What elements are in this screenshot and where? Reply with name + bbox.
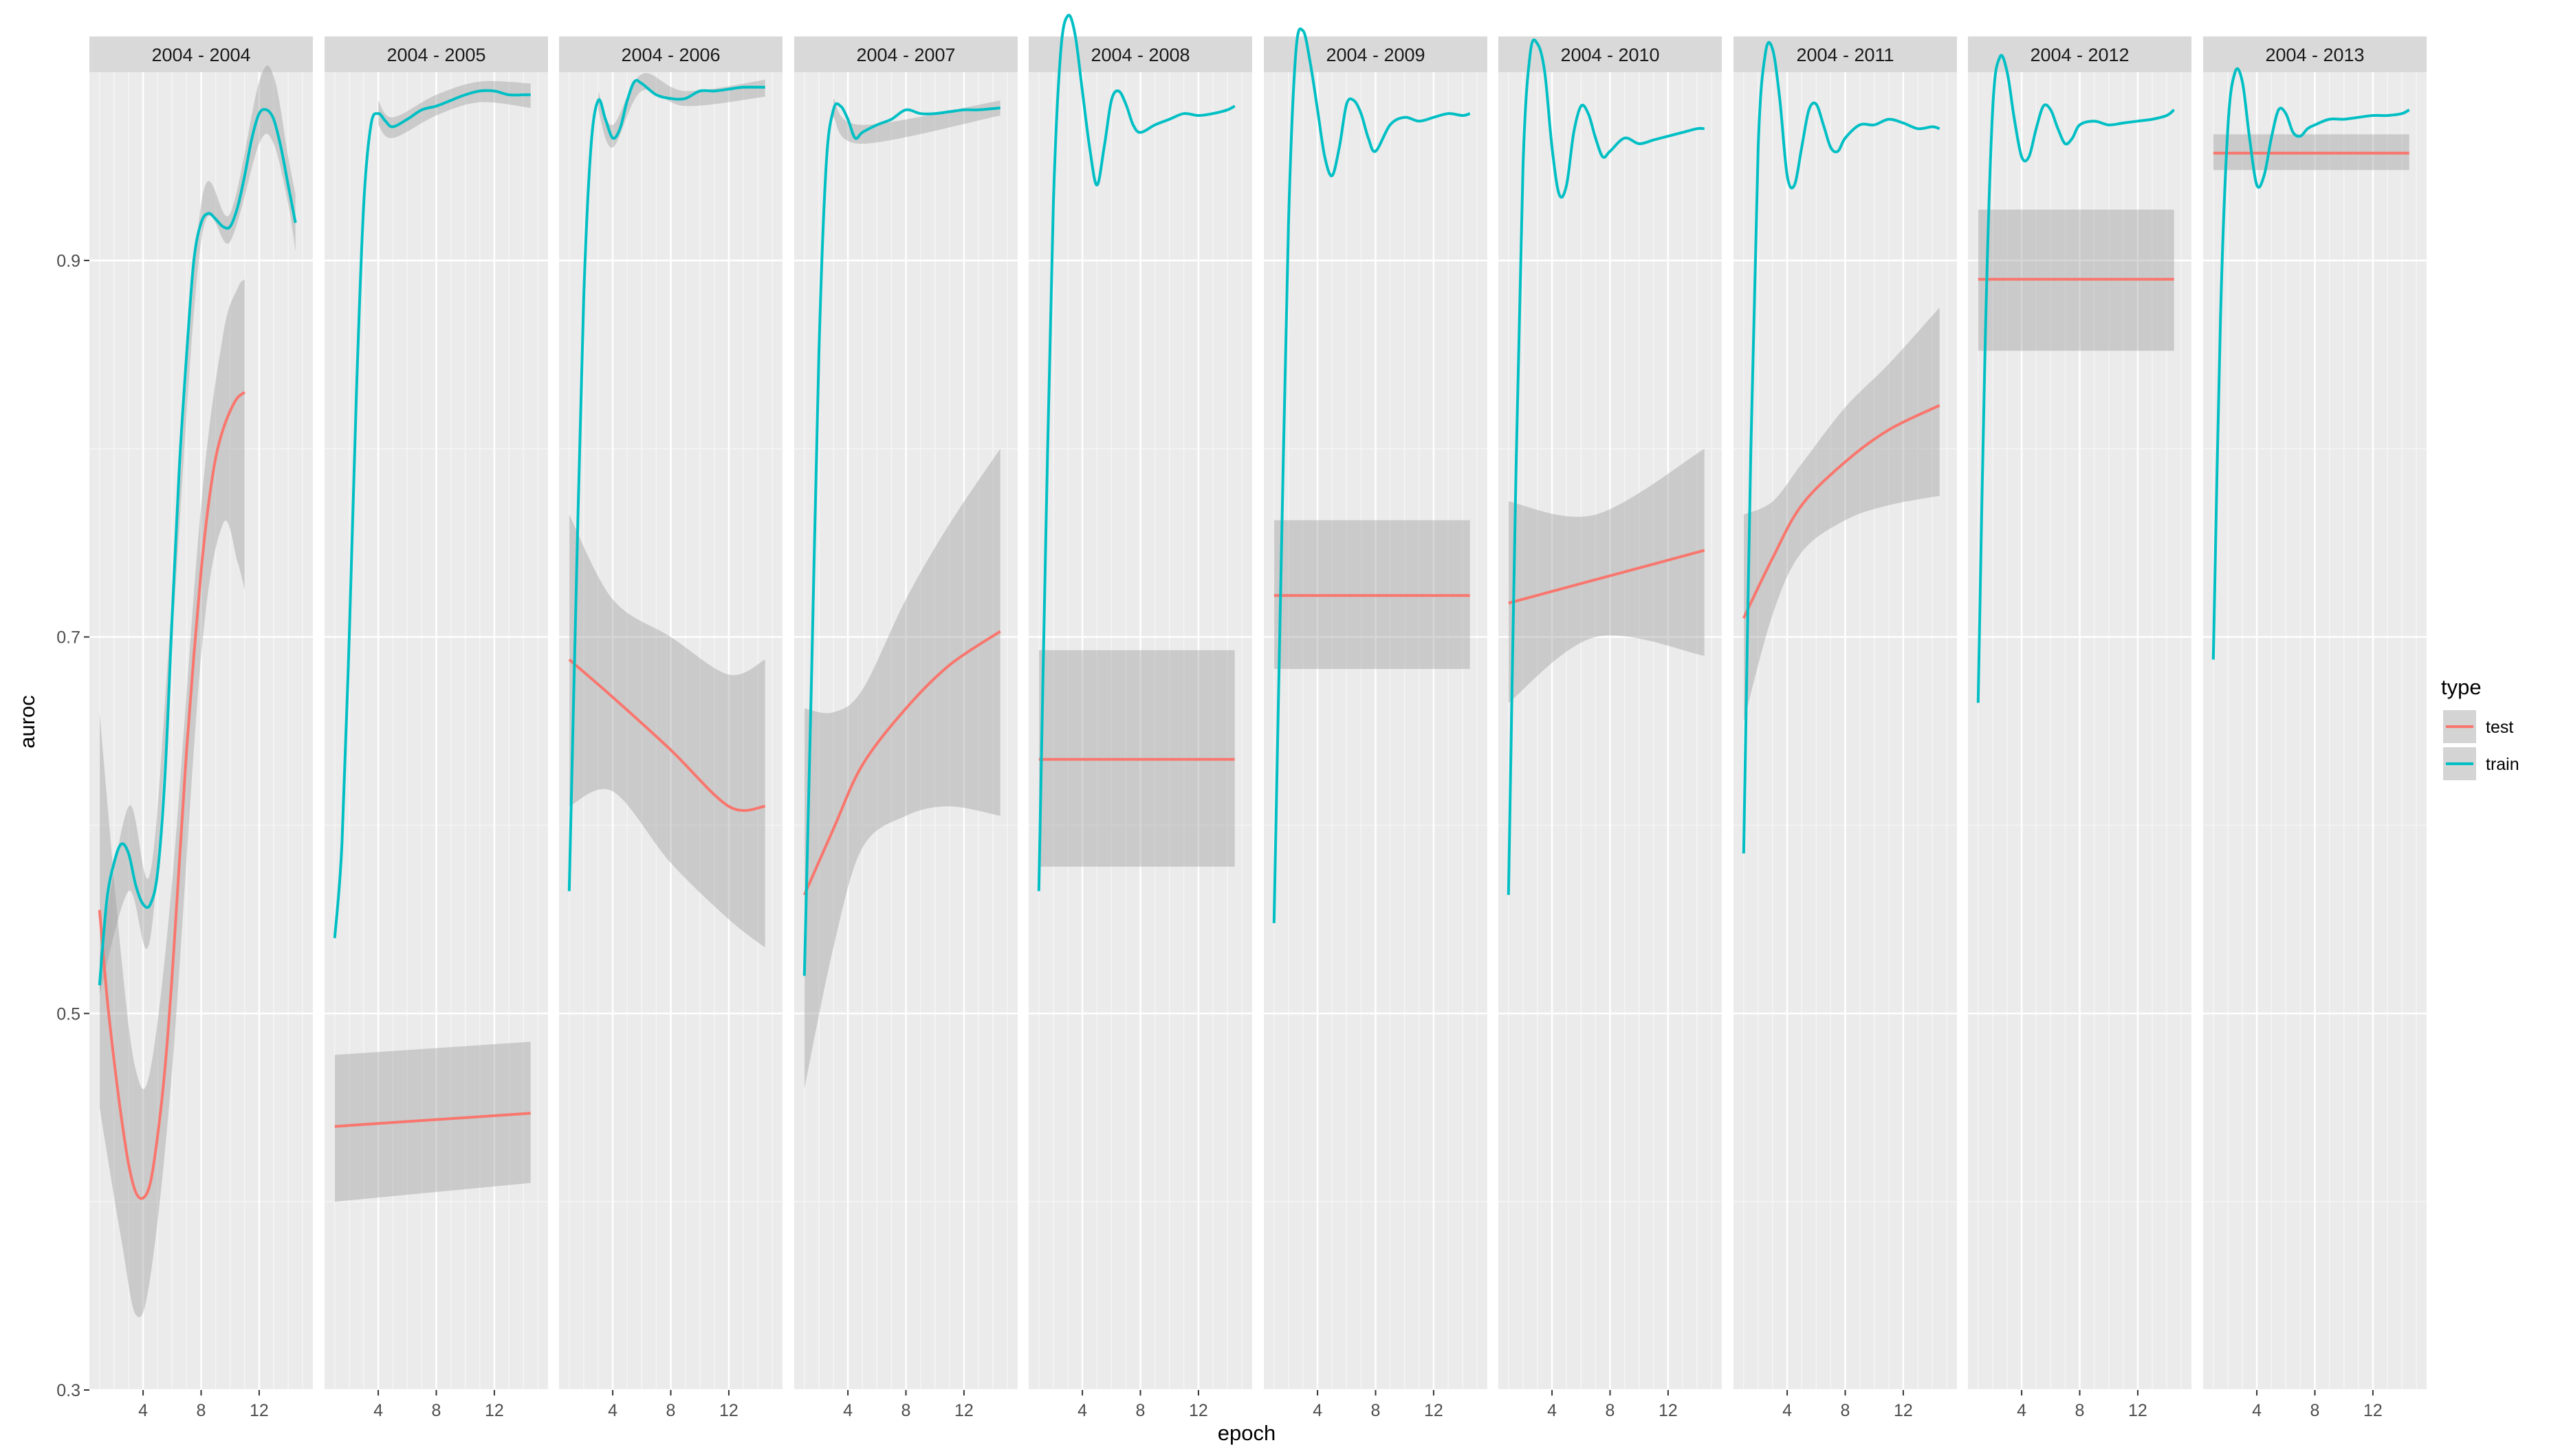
facet-strip-label: 2004 - 2005 [386, 45, 485, 65]
test-confidence-band [1743, 307, 1940, 722]
x-tick-label: 4 [1313, 1401, 1322, 1420]
x-tick-label: 4 [1782, 1401, 1792, 1420]
legend-label-test: test [2486, 718, 2513, 737]
train-series-line [2211, 67, 2410, 660]
y-axis-title: auroc [15, 695, 39, 749]
train-confidence-band [99, 65, 296, 995]
y-tick-label: 0.3 [56, 1381, 80, 1400]
x-tick-label: 8 [1136, 1401, 1146, 1420]
x-tick-label: 12 [2363, 1401, 2383, 1420]
test-confidence-band [569, 514, 765, 948]
x-tick-label: 12 [250, 1401, 269, 1420]
facet-panel: 2004 - 2011 4 8 12 [1733, 36, 1957, 1420]
x-tick-label: 4 [843, 1401, 853, 1420]
facet-strip-label: 2004 - 2004 [151, 45, 250, 65]
x-tick-label: 12 [1189, 1401, 1208, 1420]
test-confidence-band [99, 279, 245, 1318]
x-tick-label: 12 [1659, 1401, 1678, 1420]
facet-panel: 2004 - 2008 4 8 12 [1029, 13, 1252, 1420]
x-tick-label: 8 [666, 1401, 676, 1420]
facet-strip-label: 2004 - 2006 [621, 45, 720, 65]
legend-label-train: train [2486, 755, 2519, 774]
train-series-line [567, 78, 765, 892]
train-series-line [1742, 41, 1940, 854]
x-tick-label: 4 [138, 1401, 148, 1420]
train-series-line [1976, 54, 2175, 703]
x-tick-label: 8 [1606, 1401, 1615, 1420]
x-tick-label: 8 [2310, 1401, 2320, 1420]
facet-panel: 2004 - 2012 4 8 12 [1968, 36, 2191, 1420]
facet-panel: 2004 - 2009 4 8 12 [1264, 27, 1487, 1420]
y-tick-label: 0.9 [56, 252, 80, 271]
train-series-line [1037, 13, 1236, 892]
train-series-line [1507, 38, 1705, 895]
x-axis-title: epoch [1218, 1421, 1276, 1445]
test-confidence-band [334, 1041, 531, 1202]
train-series-line [98, 108, 297, 986]
test-series-line [802, 630, 1001, 896]
x-tick-label: 12 [485, 1401, 504, 1420]
y-tick-label: 0.5 [56, 1004, 80, 1024]
facet-strip-label: 2004 - 2011 [1796, 45, 1894, 65]
test-series-line [1508, 549, 1705, 605]
facet-strip-label: 2004 - 2012 [2030, 45, 2129, 65]
x-tick-label: 4 [1547, 1401, 1557, 1420]
x-tick-label: 4 [1077, 1401, 1087, 1420]
x-tick-label: 4 [2017, 1401, 2026, 1420]
x-tick-label: 12 [954, 1401, 974, 1420]
x-tick-label: 4 [608, 1401, 617, 1420]
facet-panel: 2004 - 2013 4 8 12 [2203, 36, 2427, 1420]
facet-strip [559, 36, 783, 72]
x-tick-label: 8 [901, 1401, 911, 1420]
facet-panel: 2004 - 2005 4 8 12 [325, 36, 548, 1420]
x-tick-label: 4 [2252, 1401, 2262, 1420]
train-series-line [333, 89, 531, 938]
facet-strip-label: 2004 - 2010 [1560, 45, 1659, 65]
x-tick-label: 8 [2075, 1401, 2085, 1420]
test-series-line [568, 658, 765, 813]
facet-strip [1264, 36, 1487, 72]
facet-strip-label: 2004 - 2013 [2265, 45, 2364, 65]
x-tick-label: 12 [1424, 1401, 1443, 1420]
facet-strip [89, 36, 313, 72]
x-tick-label: 12 [1894, 1401, 1913, 1420]
facet-strip-label: 2004 - 2008 [1091, 45, 1190, 65]
x-tick-label: 8 [1371, 1401, 1381, 1420]
x-tick-label: 8 [432, 1401, 441, 1420]
facet-strip [2203, 36, 2427, 72]
train-confidence-band [598, 73, 765, 148]
legend-key-train [2443, 747, 2476, 780]
x-tick-label: 8 [197, 1401, 206, 1420]
facet-panel: 2004 - 2010 4 8 12 [1498, 36, 1722, 1420]
facet-panel: 2004 - 2006 4 8 12 [559, 36, 783, 1420]
test-confidence-band [804, 448, 1000, 1089]
x-tick-label: 12 [719, 1401, 739, 1420]
legend-title: type [2441, 675, 2482, 699]
test-series-line [1742, 404, 1940, 619]
train-confidence-band [378, 80, 531, 139]
facet-strip [794, 36, 1018, 72]
facet-strip-label: 2004 - 2009 [1326, 45, 1425, 65]
test-series-line [98, 390, 246, 1200]
x-tick-label: 12 [2128, 1401, 2147, 1420]
train-series-line [802, 102, 1000, 976]
facet-strip [325, 36, 548, 72]
legend: type test train [2441, 675, 2519, 780]
legend-key-test [2443, 710, 2476, 743]
facet-panel: 2004 - 2004 4 8 12 [89, 36, 313, 1420]
y-axis: 0.3 0.5 0.7 0.9 [56, 252, 89, 1400]
y-tick-label: 0.7 [56, 628, 80, 648]
facet-strip [1029, 36, 1252, 72]
x-tick-label: 4 [373, 1401, 383, 1420]
x-tick-label: 8 [1841, 1401, 1850, 1420]
test-series-line [334, 1112, 531, 1128]
facet-panel: 2004 - 2007 4 8 12 [794, 36, 1018, 1420]
train-series-line [1272, 27, 1471, 923]
facet-strip-label: 2004 - 2007 [856, 45, 955, 65]
